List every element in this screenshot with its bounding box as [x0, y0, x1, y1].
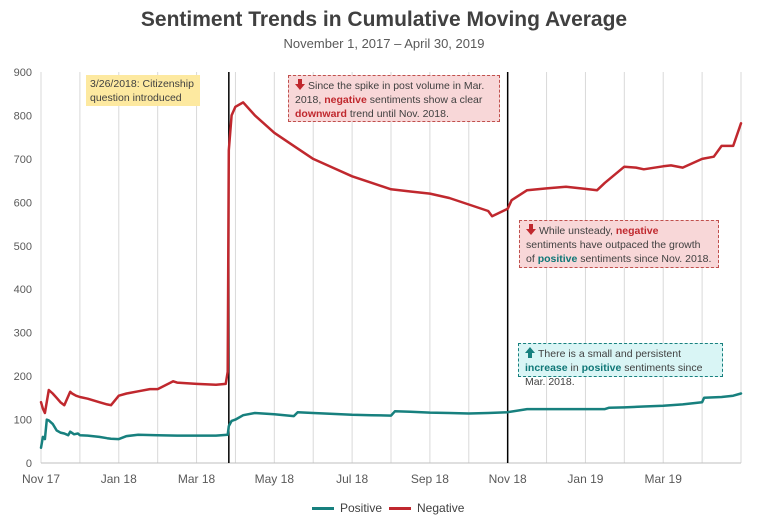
annotation-neg2-pre: While unsteady, [539, 225, 616, 237]
x-tick-label: Mar 19 [645, 472, 683, 486]
annotation-neg2-post: sentiments since Nov. 2018. [577, 253, 712, 265]
y-tick-label: 300 [14, 328, 32, 340]
legend-item-positive: Positive [312, 500, 382, 516]
chart-subtitle: November 1, 2017 – April 30, 2019 [283, 36, 485, 51]
annotation-neg1-em-negative: negative [324, 94, 367, 106]
x-tick-label: Jan 19 [567, 472, 603, 486]
series-line-positive [39, 392, 743, 450]
series-line-negative [39, 101, 743, 415]
x-tick-label: May 18 [255, 472, 295, 486]
annotation-citizenship-note: 3/26/2018: Citizenship question introduc… [86, 75, 200, 106]
x-tick-label: Nov 17 [22, 472, 60, 486]
legend-item-negative: Negative [389, 500, 464, 516]
y-tick-label: 0 [26, 458, 32, 470]
annotation-neg1-em-downward: downward [295, 108, 347, 120]
annotation-neg1-pre: Since the spike in post volume in Mar. 2… [295, 80, 485, 106]
legend-label-positive: Positive [340, 501, 383, 515]
annotation-neg1-post: trend until Nov. 2018. [346, 108, 449, 120]
annotation-pos-pre: There is a small and persistent [538, 348, 681, 360]
arrow-up-icon [525, 347, 535, 358]
y-tick-label: 500 [14, 241, 32, 253]
y-tick-label: 100 [14, 415, 32, 427]
x-tick-label: Jan 18 [101, 472, 137, 486]
annotation-neg2-em-negative: negative [615, 225, 659, 237]
annotation-negative-downward: Since the spike in post volume in Mar. 2… [288, 75, 500, 122]
chart-title: Sentiment Trends in Cumulative Moving Av… [140, 8, 628, 31]
arrow-down-icon [295, 79, 305, 90]
y-tick-label: 200 [14, 371, 32, 383]
arrow-down-icon [526, 224, 536, 235]
y-tick-label: 700 [14, 154, 32, 166]
annotation-pos-em-increase: increase [525, 362, 568, 374]
y-tick-label: 900 [14, 67, 32, 79]
legend-label-negative: Negative [417, 501, 465, 515]
x-tick-label: Mar 18 [178, 472, 216, 486]
y-tick-label: 600 [14, 197, 32, 209]
x-tick-label: Nov 18 [489, 472, 527, 486]
annotation-negative-outpaced: While unsteady, negative sentiments have… [519, 220, 719, 268]
legend-swatch-negative [389, 506, 411, 510]
x-tick-label: Jul 18 [336, 472, 368, 486]
annotation-neg2-em-positive: positive [537, 253, 578, 265]
legend-swatch-positive [312, 506, 334, 510]
annotation-neg1-mid: sentiments show a clear [366, 94, 483, 106]
annotation-pos-mid: in [567, 362, 582, 374]
annotation-pos-em-positive: positive [581, 362, 622, 374]
annotation-citizenship-text: 3/26/2018: Citizenship question introduc… [90, 78, 194, 104]
annotation-positive-increase: There is a small and persistent increase… [518, 343, 723, 388]
x-tick-label: Sep 18 [411, 472, 449, 486]
annotation-neg2-mid: sentiments have outpaced the growth of [526, 239, 701, 265]
annotation-pos-post: sentiments since Mar. 2018. [525, 362, 703, 388]
y-tick-label: 400 [14, 284, 32, 296]
y-tick-label: 800 [14, 110, 32, 122]
